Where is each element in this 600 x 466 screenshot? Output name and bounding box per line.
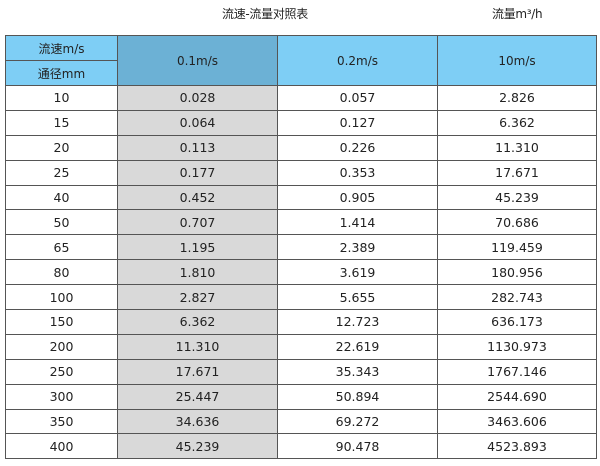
column-header-0.2: 0.2m/s — [277, 35, 438, 86]
flow-cell: 1130.973 — [437, 333, 597, 360]
flow-cell: 2.827 — [117, 284, 278, 311]
flow-cell: 0.028 — [117, 85, 278, 111]
diameter-cell: 15 — [5, 109, 118, 136]
flow-cell: 25.447 — [117, 383, 278, 410]
flow-cell: 282.743 — [437, 284, 597, 311]
flow-cell: 45.239 — [117, 433, 278, 460]
flow-cell: 22.619 — [277, 333, 438, 360]
flow-cell: 0.113 — [117, 134, 278, 161]
diameter-cell: 25 — [5, 159, 118, 186]
table-row: 50 0.707 1.414 70.686 — [5, 209, 597, 236]
flow-cell: 0.226 — [277, 134, 438, 161]
flow-cell: 50.894 — [277, 383, 438, 410]
flow-cell: 0.057 — [277, 85, 438, 111]
diameter-cell: 20 — [5, 134, 118, 161]
diameter-cell: 200 — [5, 333, 118, 360]
flow-cell: 12.723 — [277, 309, 438, 335]
diameter-cell: 300 — [5, 383, 118, 410]
flow-cell: 3.619 — [277, 259, 438, 286]
diameter-header: 通径mm — [5, 60, 118, 86]
table-row: 150 6.362 12.723 636.173 — [5, 309, 597, 335]
flow-table: 流速m/s 0.1m/s 0.2m/s 10m/s 通径mm 10 0.028 0.… — [5, 35, 597, 460]
flow-cell: 180.956 — [437, 259, 597, 286]
table-row: 15 0.064 0.127 6.362 — [5, 109, 597, 136]
table-row: 20 0.113 0.226 11.310 — [5, 134, 597, 161]
table-row: 200 11.310 22.619 1130.973 — [5, 333, 597, 360]
flow-cell: 1767.146 — [437, 358, 597, 385]
flow-cell: 35.343 — [277, 358, 438, 385]
diameter-cell: 40 — [5, 184, 118, 211]
diameter-cell: 50 — [5, 209, 118, 236]
table-row: 400 45.239 90.478 4523.893 — [5, 433, 597, 460]
diameter-cell: 80 — [5, 259, 118, 286]
flow-cell: 3463.606 — [437, 408, 597, 435]
diameter-cell: 100 — [5, 284, 118, 311]
table-row: 65 1.195 2.389 119.459 — [5, 234, 597, 261]
column-header-10: 10m/s — [437, 35, 597, 86]
flow-cell: 2544.690 — [437, 383, 597, 410]
flow-cell: 70.686 — [437, 209, 597, 236]
flow-cell: 5.655 — [277, 284, 438, 311]
flow-cell: 1.810 — [117, 259, 278, 286]
speed-header: 流速m/s — [5, 35, 118, 61]
flow-cell: 90.478 — [277, 433, 438, 460]
flow-cell: 0.707 — [117, 209, 278, 236]
flow-cell: 11.310 — [117, 333, 278, 360]
flow-cell: 69.272 — [277, 408, 438, 435]
table-row: 350 34.636 69.272 3463.606 — [5, 408, 597, 435]
table-row: 250 17.671 35.343 1767.146 — [5, 358, 597, 385]
diameter-cell: 150 — [5, 309, 118, 335]
unit-label: 流量m³/h — [492, 7, 543, 21]
diameter-cell: 350 — [5, 408, 118, 435]
flow-cell: 45.239 — [437, 184, 597, 211]
column-header-0.1: 0.1m/s — [117, 35, 278, 86]
flow-cell: 0.353 — [277, 159, 438, 186]
flow-cell: 11.310 — [437, 134, 597, 161]
flow-cell: 6.362 — [437, 109, 597, 136]
diameter-cell: 250 — [5, 358, 118, 385]
flow-cell: 0.452 — [117, 184, 278, 211]
flow-cell: 1.414 — [277, 209, 438, 236]
flow-cell: 0.127 — [277, 109, 438, 136]
flow-cell: 2.389 — [277, 234, 438, 261]
flow-cell: 0.905 — [277, 184, 438, 211]
flow-cell: 2.826 — [437, 85, 597, 111]
flow-cell: 4523.893 — [437, 433, 597, 460]
flow-cell: 1.195 — [117, 234, 278, 261]
table-row: 100 2.827 5.655 282.743 — [5, 284, 597, 311]
table-row: 40 0.452 0.905 45.239 — [5, 184, 597, 211]
flow-cell: 119.459 — [437, 234, 597, 261]
table-title: 流速-流量对照表 — [222, 7, 308, 21]
flow-cell: 34.636 — [117, 408, 278, 435]
table-row: 300 25.447 50.894 2544.690 — [5, 383, 597, 410]
flow-cell: 6.362 — [117, 309, 278, 335]
table-row: 25 0.177 0.353 17.671 — [5, 159, 597, 186]
flow-cell: 0.177 — [117, 159, 278, 186]
flow-cell: 17.671 — [437, 159, 597, 186]
diameter-cell: 65 — [5, 234, 118, 261]
table-row: 10 0.028 0.057 2.826 — [5, 85, 597, 111]
flow-cell: 17.671 — [117, 358, 278, 385]
diameter-cell: 10 — [5, 85, 118, 111]
flow-cell: 636.173 — [437, 309, 597, 335]
table-row: 80 1.810 3.619 180.956 — [5, 259, 597, 286]
diameter-cell: 400 — [5, 433, 118, 460]
flow-cell: 0.064 — [117, 109, 278, 136]
